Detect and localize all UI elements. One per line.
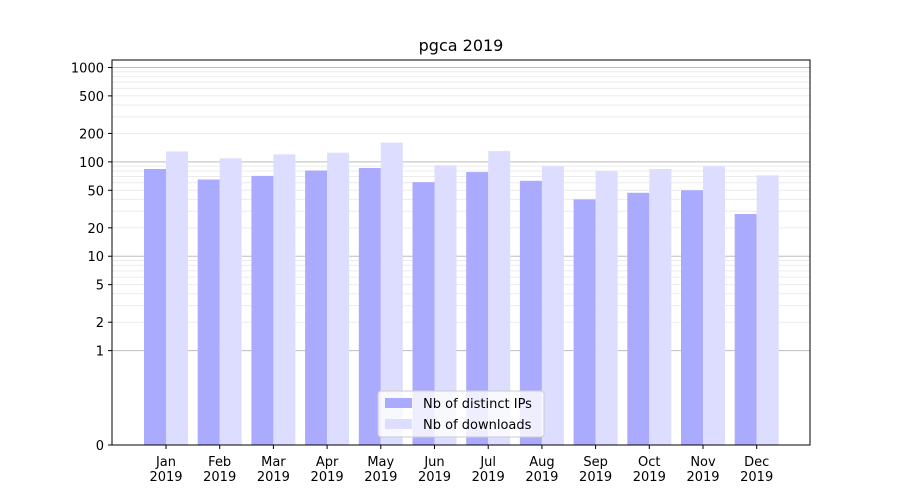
bar-distinct-ips-11 [734,214,757,445]
plot-frame [111,59,811,446]
bar-distinct-ips-9 [627,192,650,445]
chart-title: pgca 2019 [419,36,504,55]
bar-distinct-ips-2 [251,175,274,445]
y-tick-label: 500 [79,90,104,105]
x-axis: Jan 2019 Feb 2019 Mar 2019 Apr 2019 May 2019 Jun 20… [149,445,773,485]
bar-distinct-ips-3 [305,170,328,445]
x-tick-label: Nov 2019 [686,455,719,485]
legend-label: Nb of distinct IPs [423,397,532,412]
y-tick-label: 0 [96,439,104,454]
x-tick-label: Jan 2019 [149,455,182,485]
y-tick-label: 1000 [71,61,104,76]
y-tick-label: 1 [96,345,104,360]
x-tick-label: Aug 2019 [525,455,558,485]
bar-distinct-ips-8 [573,199,596,445]
bar-downloads-9 [649,169,672,445]
x-tick-label: Sep 2019 [579,455,612,485]
y-tick-label: 50 [87,184,104,199]
x-tick-label: Apr 2019 [311,455,344,485]
bar-downloads-8 [595,171,618,446]
x-tick-label: Jun 2019 [418,455,451,485]
bar-distinct-ips-7 [519,180,542,445]
bar-downloads-0 [166,151,188,445]
x-tick-label: Mar 2019 [257,455,290,485]
y-tick-label: 2 [96,316,104,331]
bar-distinct-ips-5 [412,182,435,445]
legend-label: Nb of downloads [423,418,532,433]
legend-swatch [385,419,412,429]
bar-downloads-6 [488,151,511,446]
bar-downloads-4 [380,142,403,445]
y-tick-label: 100 [79,156,104,171]
legend-box [377,390,545,438]
bar-downloads-2 [273,154,296,445]
bar-distinct-ips-10 [681,190,703,445]
x-tick-label: Dec 2019 [740,455,773,485]
y-axis: 0 1 2 5 10 20 50 100 200 500 1000 [71,61,112,454]
x-tick-label: Feb 2019 [203,455,236,485]
y-tick-label: 200 [79,127,104,142]
bar-downloads-11 [756,175,779,446]
y-tick-label: 20 [87,222,104,237]
bar-downloads-7 [541,166,564,445]
x-tick-label: Oct 2019 [633,455,666,485]
bar-downloads-1 [219,158,242,445]
bar-distinct-ips-6 [466,172,489,445]
bar-downloads-3 [327,152,350,445]
bar-downloads-5 [434,165,457,445]
bar-distinct-ips-0 [144,169,166,445]
x-tick-label: May 2019 [364,455,397,485]
bar-distinct-ips-1 [197,179,220,445]
legend-swatch [385,398,412,408]
bar-downloads-10 [703,166,725,445]
bar-distinct-ips-4 [358,168,381,445]
x-tick-label: Jul 2019 [472,455,505,485]
y-tick-label: 5 [96,279,104,294]
legend: Nb of distinct IPs Nb of downloads [377,390,545,438]
y-tick-label: 10 [87,250,104,265]
bars [144,142,779,446]
